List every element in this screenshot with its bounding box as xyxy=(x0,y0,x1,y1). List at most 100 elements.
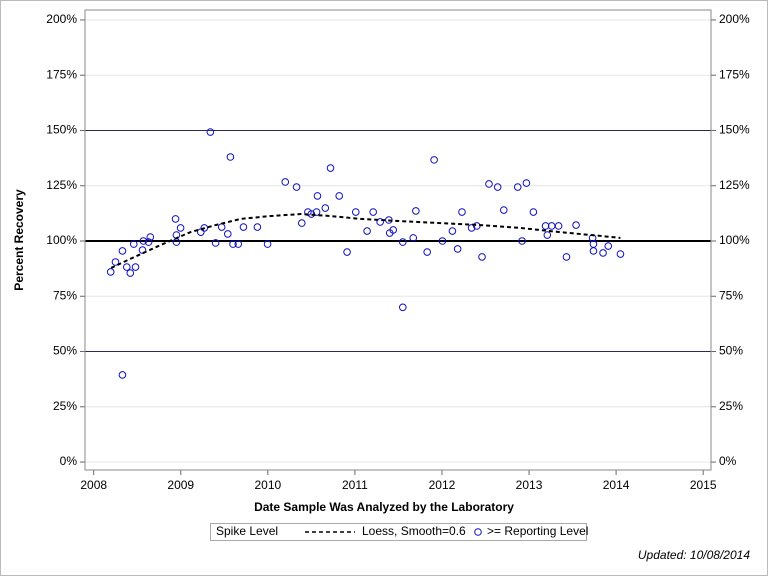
point xyxy=(118,247,127,255)
point xyxy=(297,219,306,227)
point xyxy=(229,240,237,248)
point xyxy=(467,224,476,232)
y2-tick-label: 75% xyxy=(719,288,743,302)
legend-label: >= Reporting Level xyxy=(487,524,588,538)
point xyxy=(448,227,457,235)
point xyxy=(423,248,431,256)
point xyxy=(253,223,262,231)
point xyxy=(200,224,209,232)
y2-tick-label: 25% xyxy=(719,399,743,413)
point xyxy=(398,238,407,246)
x-tick-label: 2011 xyxy=(342,478,368,492)
point xyxy=(599,249,607,257)
x-tick-label: 2009 xyxy=(167,478,194,492)
y-tick-label: 25% xyxy=(53,399,77,413)
point xyxy=(398,303,407,312)
point xyxy=(499,206,508,214)
y2-tick-label: 50% xyxy=(719,344,743,358)
point xyxy=(541,222,550,230)
point xyxy=(343,248,351,256)
x-tick-label: 2015 xyxy=(690,478,717,492)
legend-title: Spike Level xyxy=(216,524,278,538)
point xyxy=(335,192,344,200)
point xyxy=(313,192,322,200)
x-tick-label: 2014 xyxy=(603,478,630,492)
point xyxy=(518,237,526,245)
point xyxy=(106,268,115,276)
y2-tick-label: 200% xyxy=(719,12,750,26)
y2-tick-label: 0% xyxy=(719,454,737,468)
point xyxy=(513,183,522,191)
point xyxy=(129,240,138,248)
point xyxy=(226,153,235,161)
point xyxy=(223,230,232,238)
y-axis-label: Percent Recovery xyxy=(12,189,26,291)
point xyxy=(572,221,580,229)
point xyxy=(326,164,335,172)
point xyxy=(529,208,538,216)
y-tick-label: 175% xyxy=(46,67,77,81)
point xyxy=(438,237,447,245)
point xyxy=(543,231,552,239)
point xyxy=(493,183,502,191)
point xyxy=(478,253,486,261)
point xyxy=(138,246,147,254)
point xyxy=(430,156,438,164)
y-tick-label: 200% xyxy=(46,12,77,26)
x-axis-label: Date Sample Was Analyzed by the Laborato… xyxy=(254,500,514,514)
y-tick-label: 75% xyxy=(53,288,77,302)
y2-tick-label: 125% xyxy=(719,178,750,192)
point xyxy=(139,237,148,245)
footnote: Updated: 10/08/2014 xyxy=(638,548,750,562)
y2-tick-label: 175% xyxy=(719,67,750,81)
point xyxy=(409,234,418,242)
point xyxy=(562,253,571,261)
legend-box xyxy=(210,523,587,541)
y-tick-label: 150% xyxy=(46,123,77,137)
point xyxy=(604,242,613,250)
point xyxy=(131,263,140,271)
point xyxy=(522,179,531,187)
x-tick-label: 2010 xyxy=(254,478,281,492)
point xyxy=(554,222,563,230)
point xyxy=(376,218,384,226)
point xyxy=(616,250,625,258)
point xyxy=(118,371,127,379)
point xyxy=(206,128,215,136)
point xyxy=(363,227,371,235)
point xyxy=(389,226,398,234)
point xyxy=(239,223,248,231)
point xyxy=(144,238,153,246)
point xyxy=(176,224,185,232)
point xyxy=(211,239,220,247)
point xyxy=(234,240,243,248)
y2-tick-label: 150% xyxy=(719,123,750,137)
x-tick-label: 2013 xyxy=(516,478,543,492)
y-tick-label: 50% xyxy=(53,344,77,358)
point xyxy=(122,263,131,271)
point xyxy=(126,269,135,277)
point xyxy=(485,180,493,188)
point xyxy=(146,233,155,241)
y-tick-label: 125% xyxy=(46,178,77,192)
point xyxy=(458,208,466,216)
y-tick-label: 0% xyxy=(60,454,78,468)
x-tick-label: 2012 xyxy=(429,478,456,492)
legend-marker xyxy=(474,528,482,536)
point xyxy=(351,208,360,216)
point xyxy=(281,178,290,186)
point xyxy=(589,247,598,255)
point xyxy=(369,208,377,216)
point xyxy=(312,208,321,216)
point xyxy=(111,258,120,266)
y-tick-label: 100% xyxy=(46,233,77,247)
x-tick-label: 2008 xyxy=(80,478,107,492)
point xyxy=(263,240,272,248)
point xyxy=(453,245,462,253)
point xyxy=(171,215,180,223)
y2-tick-label: 100% xyxy=(719,233,750,247)
point xyxy=(292,183,301,191)
